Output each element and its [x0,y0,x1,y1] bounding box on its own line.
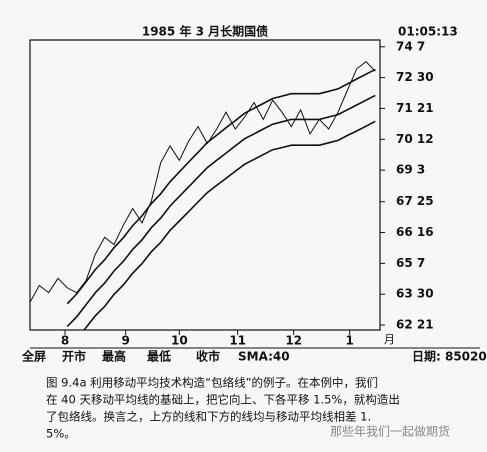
y-tick-label: 72 30 [396,70,434,84]
x-tick-label: 8 [61,334,69,348]
x-tick-label: 9 [121,334,129,348]
clock: 01:05:13 [398,25,458,39]
y-tick-label: 74 7 [396,39,425,53]
y-tick-label: 71 21 [396,101,434,115]
y-tick-label: 62 21 [396,318,434,332]
watermark: 那些年我们一起做期货 [330,424,450,439]
toolbar-item: 最高 [102,349,126,364]
x-unit: 月 [384,333,395,346]
x-tick-label: 10 [171,334,188,348]
y-tick-label: 69 3 [396,163,425,177]
caption-line: 5%。 [46,427,76,441]
toolbar-item: SMA:40 [238,350,290,364]
average-line [83,120,376,330]
toolbar-item: 最低 [147,349,171,364]
caption-line: 图 9.4a 利用移动平均技术构造“包络线”的例子。在本例中，我们 [46,376,378,390]
toolbar-item: 全屏 [21,349,46,364]
y-tick-label: 65 7 [396,256,425,270]
x-tick-label: 1 [345,334,353,348]
caption-line: 了包络线。换言之，上方的线和下方的线均与移动平均线相差 1. [46,410,371,424]
y-tick-label: 63 30 [396,287,434,301]
chart-title: 1985 年 3 月长期国债 [142,24,268,39]
toolbar-item: 开市 [62,349,86,364]
price-line [30,61,376,303]
x-tick-label: 12 [285,334,302,348]
toolbar: 全屏 开市 最高 最低 收市 SMA:40 日期: 850201 [21,349,487,364]
x-tick-label: 11 [229,334,246,348]
average-line [66,68,376,305]
toolbar-item: 收市 [196,349,220,364]
plot-frame [29,39,381,331]
average-line [66,94,376,327]
y-tick-label: 66 16 [396,225,434,239]
caption-line: 在 40 天移动平均线的基础上，把它向上、下各平移 1.5%，就构造出 [46,393,400,407]
caption: 图 9.4a 利用移动平均技术构造“包络线”的例子。在本例中，我们在 40 天移… [46,376,400,441]
toolbar-item: 日期: 850201 [412,349,487,364]
y-tick-label: 67 25 [396,194,434,208]
y-tick-label: 70 12 [396,132,434,146]
